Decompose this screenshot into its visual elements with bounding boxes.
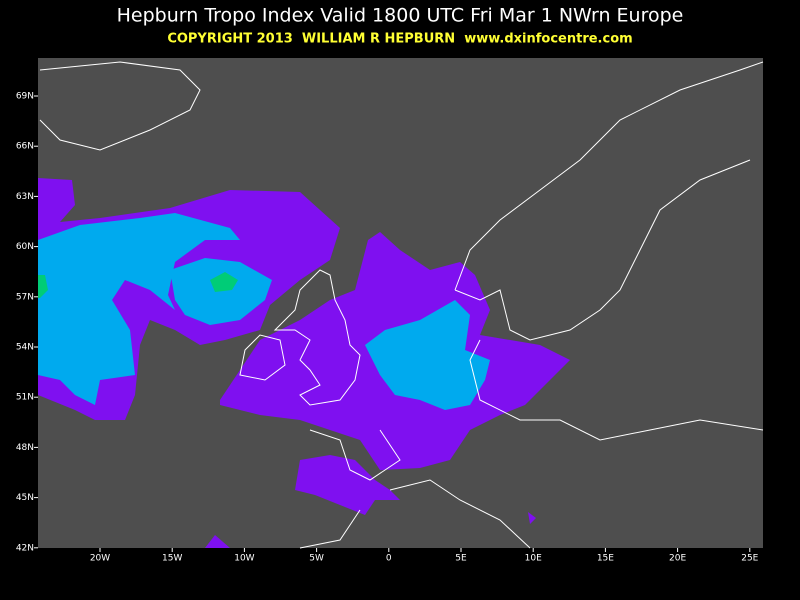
lat-label: 57N xyxy=(16,292,34,302)
cyan-region xyxy=(170,258,272,325)
lon-label: 5W xyxy=(309,554,324,564)
lon-label: 25E xyxy=(741,554,758,564)
lon-label: 10E xyxy=(525,554,542,564)
title: Hepburn Tropo Index Valid 1800 UTC Fri M… xyxy=(117,5,684,27)
lat-label: 63N xyxy=(16,192,34,202)
lat-label: 45N xyxy=(16,493,34,503)
lon-label: 20W xyxy=(90,554,110,564)
lon-label: 10W xyxy=(234,554,254,564)
lat-label: 54N xyxy=(16,343,34,353)
lon-label: 15E xyxy=(597,554,614,564)
lon-label: 20E xyxy=(669,554,686,564)
lon-label: 15W xyxy=(162,554,182,564)
lat-label: 42N xyxy=(16,543,34,553)
lon-label: 5E xyxy=(455,554,467,564)
purple-region xyxy=(205,455,536,548)
lon-label: 0 xyxy=(386,554,392,564)
map-area xyxy=(38,58,764,549)
cyan-region xyxy=(38,213,240,405)
lat-label: 69N xyxy=(16,92,34,102)
copyright: COPYRIGHT 2013 WILLIAM R HEPBURN www.dxi… xyxy=(167,32,632,47)
coastlines xyxy=(39,61,764,549)
cyan-region xyxy=(365,300,490,410)
lat-label: 51N xyxy=(16,393,34,403)
lat-label: 60N xyxy=(16,242,34,252)
lat-label: 48N xyxy=(16,443,34,453)
lat-label: 66N xyxy=(16,142,34,152)
